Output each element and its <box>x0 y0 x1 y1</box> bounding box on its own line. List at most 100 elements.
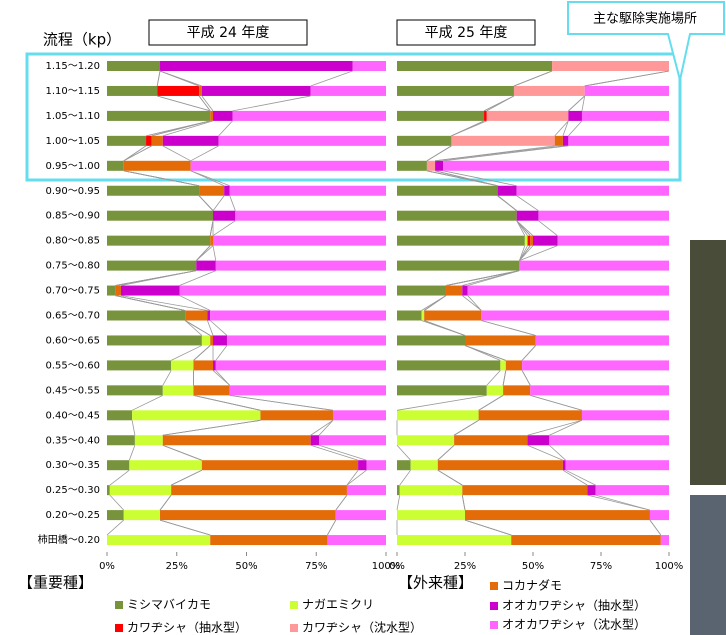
y-tick-label: 1.05～1.10 <box>45 111 100 122</box>
legend-swatch <box>290 624 298 632</box>
connector <box>310 419 334 436</box>
connector <box>538 220 558 236</box>
bar-segment <box>399 485 463 496</box>
bar-segment <box>397 160 427 171</box>
connector <box>462 295 482 311</box>
connector <box>467 270 520 286</box>
bar-segment <box>193 385 230 396</box>
bar-segment <box>421 310 425 321</box>
bar-segment <box>146 135 152 146</box>
connector <box>128 445 136 461</box>
bar-segment <box>397 485 400 496</box>
bar-segment <box>107 535 211 546</box>
bar-segment <box>530 385 669 396</box>
x-tick-label: 75% <box>590 561 612 572</box>
connector <box>437 444 455 461</box>
bar-segment <box>310 435 320 446</box>
connector <box>464 345 506 361</box>
legend-swatch <box>490 602 498 610</box>
y-tick-label: 0.20～0.25 <box>45 510 100 521</box>
legend-label: カワヂシャ（抽水型） <box>127 621 247 635</box>
bar-segment <box>519 260 669 271</box>
bar-segment <box>193 360 214 371</box>
y-tick-label: 0.40～0.45 <box>45 410 100 421</box>
y-tick-label: 柿田橋～0.20 <box>38 533 100 546</box>
connector <box>120 270 197 286</box>
bar-segment <box>107 385 163 396</box>
bar-segment <box>185 310 208 321</box>
bar-segment <box>107 160 124 171</box>
connector <box>218 120 233 137</box>
connector <box>451 120 487 137</box>
connector <box>179 295 211 311</box>
bar-segment <box>107 460 130 471</box>
bar-segment <box>162 435 311 446</box>
connector <box>519 245 534 261</box>
connector <box>156 70 161 87</box>
bar-segment <box>443 160 669 171</box>
connector <box>170 345 203 361</box>
connector <box>527 419 583 436</box>
connector <box>198 195 214 211</box>
bar-segment <box>319 435 386 446</box>
bar-segment <box>552 61 669 71</box>
bar-segment <box>595 485 669 496</box>
legend-swatch <box>115 601 123 609</box>
y-tick-label: 0.60～0.65 <box>45 335 100 346</box>
callout <box>567 1 725 81</box>
bar-segment <box>199 185 225 196</box>
bar-segment <box>516 210 539 221</box>
y-tick-label: 0.75～0.80 <box>45 261 100 272</box>
connector <box>335 494 348 511</box>
bar-segment <box>107 485 110 496</box>
bar-segment <box>524 235 528 246</box>
bar-segment <box>210 335 214 346</box>
bar-segment <box>107 510 124 521</box>
bar-segment <box>486 110 569 121</box>
connector <box>209 220 214 236</box>
bar-segment <box>129 460 202 471</box>
bar-segment <box>454 435 528 446</box>
bar-segment <box>107 135 147 146</box>
bar-segment <box>213 335 227 346</box>
bar-segment <box>232 110 386 121</box>
panel-title: 平成 25 年度 <box>425 25 508 41</box>
y-tick-label: 1.10～1.15 <box>45 86 100 97</box>
bar-segment <box>210 235 214 246</box>
bar-segment <box>210 310 386 321</box>
bar-segment <box>207 310 211 321</box>
bar-segment <box>199 85 202 96</box>
highlight-box <box>25 52 682 182</box>
bar-segment <box>527 435 550 446</box>
bar-segment <box>107 360 172 371</box>
photo <box>690 495 726 635</box>
connector <box>461 495 466 511</box>
bar-segment <box>123 160 191 171</box>
connector <box>497 195 517 212</box>
y-tick-label: 0.65～0.70 <box>45 311 100 322</box>
bar-segment <box>397 385 487 396</box>
bar-segment <box>505 360 523 371</box>
connector <box>516 220 534 236</box>
connector <box>581 95 586 111</box>
bar-segment <box>565 460 669 471</box>
bar-segment <box>196 260 216 271</box>
bar-segment <box>107 410 133 421</box>
panel-title: 平成 24 年度 <box>187 25 270 41</box>
connector <box>486 95 515 112</box>
connector <box>649 519 662 536</box>
connector <box>162 419 261 436</box>
bar-segment <box>584 85 669 96</box>
axis-title: 流程（kp） <box>43 31 121 49</box>
legend-label: オオカワヂシャ（沈水型） <box>502 617 646 632</box>
bar-segment <box>201 335 211 346</box>
connector <box>530 394 583 411</box>
y-tick-label: 0.70～0.75 <box>45 286 100 297</box>
connector <box>396 444 411 461</box>
bar-segment <box>397 210 517 221</box>
bar-segment <box>465 335 536 346</box>
bar-segment <box>397 235 525 246</box>
bar-segment <box>467 285 669 296</box>
y-tick-label: 0.35～0.40 <box>45 435 100 446</box>
bar-segment <box>397 260 520 271</box>
